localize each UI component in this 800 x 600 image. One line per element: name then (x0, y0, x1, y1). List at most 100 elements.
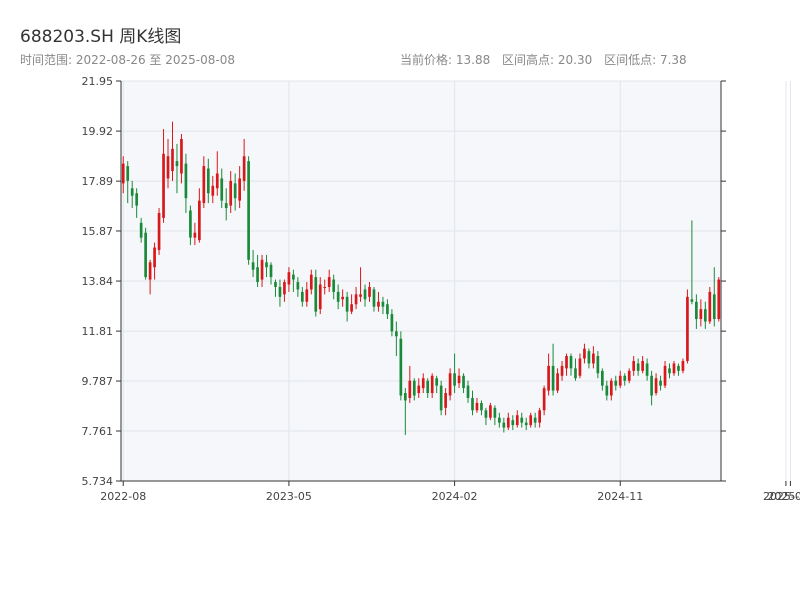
candle-body (345, 296, 349, 312)
candle (292, 269, 295, 292)
candle (699, 299, 703, 327)
candle-body (309, 274, 313, 290)
candle (184, 153, 188, 213)
axes: 21.95 19.92 17.89 15.87 13.84 11.81 9.787 7.761… (82, 75, 800, 503)
candle (663, 360, 667, 389)
candle-body (681, 360, 685, 371)
candle-body (354, 294, 358, 305)
candle-body (578, 358, 582, 376)
candle (717, 277, 721, 322)
candle-body (712, 294, 716, 320)
candle (466, 380, 470, 403)
candle-body (265, 262, 268, 268)
candle-body (708, 291, 712, 322)
candle-body (408, 380, 412, 398)
candle (354, 286, 358, 310)
candle-body (650, 375, 653, 396)
candle-body (193, 232, 197, 238)
candle-body (636, 363, 640, 371)
candle-body (215, 173, 219, 189)
candle-body (493, 407, 497, 418)
candle-body (592, 353, 595, 364)
candle-body (421, 378, 425, 389)
candle-body (350, 304, 353, 312)
candle-body (471, 397, 474, 411)
candle (695, 294, 698, 329)
candle-body (341, 296, 344, 300)
candle-body (126, 166, 130, 181)
candle (524, 417, 528, 431)
candle (309, 269, 313, 295)
y-tick-label: 19.92 (82, 125, 114, 138)
candle-body (381, 301, 385, 307)
candle (677, 363, 680, 376)
candle (471, 390, 474, 416)
candle-body (260, 259, 264, 280)
candle-body (699, 309, 703, 320)
candle-body (144, 232, 147, 278)
candle (153, 242, 156, 280)
candle (274, 279, 277, 297)
candle (395, 321, 398, 357)
candle (224, 188, 228, 221)
candle-body (184, 163, 188, 199)
candle (636, 358, 640, 376)
candle (618, 370, 622, 389)
candle-body (672, 363, 676, 374)
x-tick-label: 2024-11 (597, 490, 643, 503)
candle-body (202, 166, 206, 204)
candle-body (574, 368, 577, 379)
candle (301, 286, 304, 307)
candle (305, 282, 309, 307)
candle (578, 353, 582, 379)
candle (529, 412, 533, 428)
candle (314, 269, 318, 317)
candle-body (242, 156, 246, 181)
candle-body (121, 163, 125, 184)
candle-body (511, 420, 515, 426)
candle-body (444, 393, 447, 408)
candle (520, 412, 524, 428)
candle-body (484, 410, 488, 418)
candle (296, 277, 300, 297)
x-tick-label: 2025-08 (767, 490, 800, 503)
candle (515, 410, 519, 428)
candle (480, 400, 483, 416)
candle-body (359, 294, 362, 297)
candle (247, 156, 250, 265)
candle-body (166, 156, 170, 179)
candle-body (641, 360, 644, 371)
candle (180, 134, 183, 184)
candle-body (475, 402, 479, 411)
candle-body (153, 247, 156, 268)
candle-body (583, 348, 586, 359)
candle (220, 168, 224, 209)
candle (126, 161, 130, 204)
candle-body (256, 267, 259, 283)
candle-body (305, 289, 309, 302)
candle-body (323, 286, 327, 288)
candle (198, 188, 201, 243)
candle-body (399, 338, 403, 396)
candle-body (372, 289, 376, 307)
candle (493, 405, 497, 426)
candle (708, 286, 712, 324)
candle (403, 388, 407, 435)
candle (574, 358, 577, 381)
candle-body (180, 138, 183, 174)
candle (381, 296, 385, 315)
candle-body (632, 360, 636, 371)
candle-body (677, 365, 680, 371)
candle (215, 151, 219, 196)
candle (506, 412, 510, 431)
candle (645, 358, 649, 381)
candle (502, 417, 506, 433)
candle (229, 171, 233, 213)
candle (135, 188, 139, 218)
candle (592, 346, 595, 369)
candle (565, 353, 568, 376)
candle (587, 348, 591, 369)
candle (242, 138, 246, 191)
y-tick-label: 13.84 (82, 275, 114, 288)
